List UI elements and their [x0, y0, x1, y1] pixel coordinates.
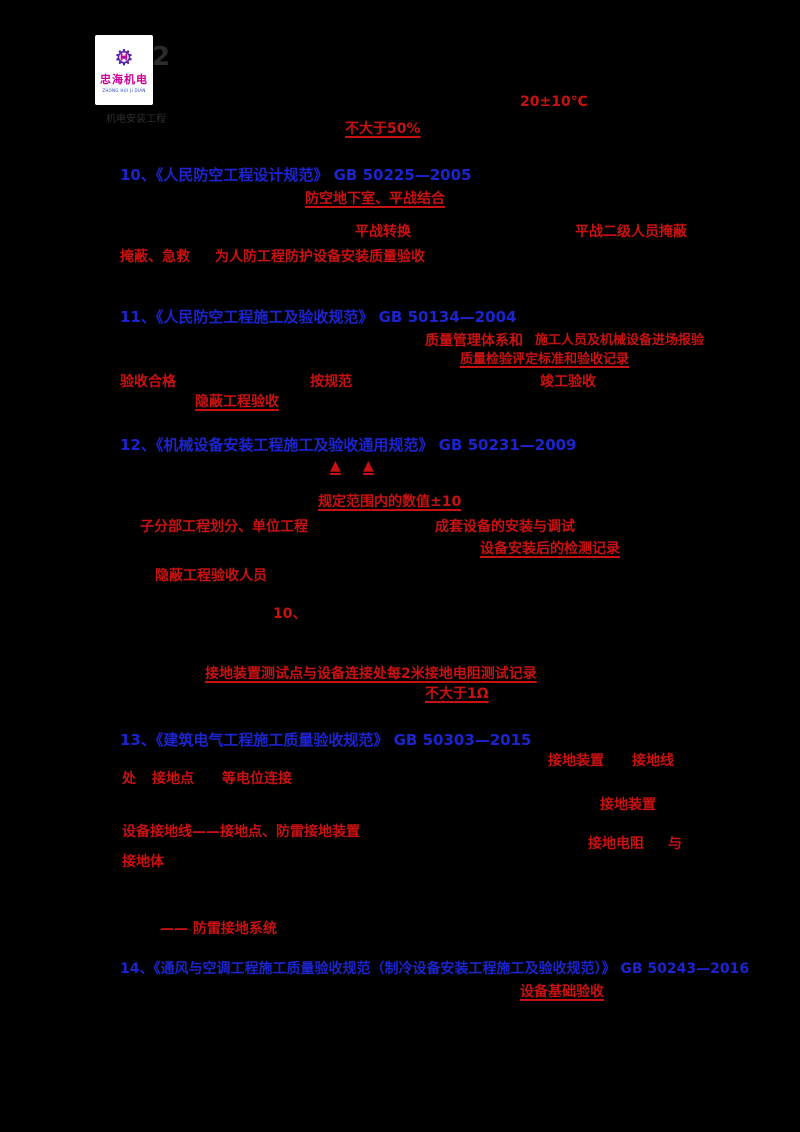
- page-number: 2: [152, 42, 171, 72]
- answer-text: 质量管理体系和: [425, 333, 523, 349]
- answer-text: 按规范: [310, 374, 352, 390]
- answer-text: 不大于1Ω: [425, 686, 489, 702]
- heading-line: 13、《建筑电气工程施工质量验收规范》 GB 50303—2015: [120, 731, 532, 749]
- answer-text: 隐蔽工程验收人员: [155, 568, 267, 584]
- answer-text: 掩蔽、急救: [120, 249, 190, 265]
- answer-text: 10、: [273, 606, 307, 622]
- answer-text: 设备接地线——接地点、防雷接地装置: [122, 824, 360, 840]
- answer-text: 成套设备的安装与调试: [435, 519, 575, 535]
- answer-text: 平战转换: [355, 224, 411, 240]
- heading-line: 10、《人民防空工程设计规范》 GB 50225—2005: [120, 166, 472, 184]
- answer-text: 设备安装后的检测记录: [480, 541, 620, 557]
- heading-line: 12、《机械设备安装工程施工及验收通用规范》 GB 50231—2009: [120, 436, 577, 454]
- answer-text: 为人防工程防护设备安装质量验收: [215, 249, 425, 265]
- answer-text: 接地装置测试点与设备连接处每2米接地电阻测试记录: [205, 666, 537, 682]
- answer-text: 设备基础验收: [520, 984, 604, 1000]
- answer-text: 与: [668, 836, 682, 852]
- answer-text: 质量检验评定标准和验收记录: [460, 352, 630, 367]
- answer-text: 接地线: [632, 753, 674, 769]
- company-logo: ⚙ H 忠海机电 ZHONG HUI JI DIAN: [95, 35, 153, 105]
- answer-text: 接地电阻: [588, 836, 644, 852]
- answer-text: 竣工验收: [540, 374, 596, 390]
- company-name-en: ZHONG HUI JI DIAN: [102, 87, 146, 93]
- answer-text: 接地装置: [548, 753, 604, 769]
- answer-text: 隐蔽工程验收: [195, 394, 279, 410]
- answer-text: ▲: [330, 458, 341, 474]
- gear-icon: ⚙ H: [114, 45, 134, 71]
- logo-subtext: 机电安装工程: [106, 114, 166, 125]
- answer-text: —— 防雷接地系统: [160, 921, 277, 937]
- heading-line: 11、《人民防空工程施工及验收规范》 GB 50134—2004: [120, 308, 517, 326]
- answer-text: 不大于50%: [345, 121, 421, 137]
- answer-text: 20±10℃: [520, 94, 588, 110]
- answer-text: 防空地下室、平战结合: [305, 191, 445, 207]
- heading-line: 14、《通风与空调工程施工质量验收规范（制冷设备安装工程施工及验收规范）》 GB…: [120, 961, 750, 977]
- answer-text: 接地装置: [600, 797, 656, 813]
- answer-text: 规定范围内的数值±10: [318, 494, 462, 510]
- company-name-cn: 忠海机电: [100, 72, 148, 86]
- answer-text: 验收合格: [120, 374, 176, 390]
- answer-text: 等电位连接: [222, 771, 292, 787]
- answer-text: ▲: [363, 458, 374, 474]
- answer-text: 处: [122, 771, 136, 787]
- answer-text: 接地点: [152, 771, 194, 787]
- answer-text: 平战二级人员掩蔽: [575, 224, 687, 240]
- answer-text: 接地体: [122, 854, 164, 870]
- logo-letter: H: [119, 52, 129, 64]
- answer-text: 施工人员及机械设备进场报验: [535, 333, 705, 348]
- answer-text: 子分部工程划分、单位工程: [140, 519, 308, 535]
